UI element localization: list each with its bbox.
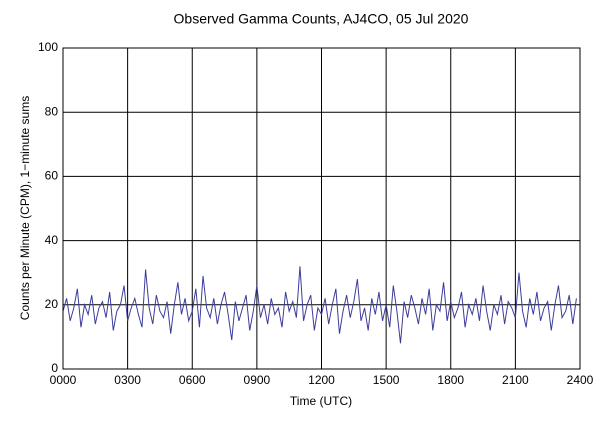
y-tick-label: 40 bbox=[45, 233, 59, 247]
y-tick-label: 80 bbox=[45, 104, 59, 118]
x-tick-label: 1500 bbox=[373, 373, 400, 387]
y-tick-label: 0 bbox=[51, 361, 58, 375]
y-axis-label: Counts per Minute (CPM), 1−minute sums bbox=[18, 96, 32, 320]
y-tick-label: 100 bbox=[38, 40, 58, 54]
x-tick-label: 0300 bbox=[114, 373, 141, 387]
plot-frame bbox=[62, 47, 581, 370]
x-axis-label: Time (UTC) bbox=[290, 394, 352, 408]
x-tick-label: 0000 bbox=[50, 373, 77, 387]
data-line bbox=[62, 266, 577, 344]
x-tick-label: 2100 bbox=[502, 373, 529, 387]
x-tick-label: 1200 bbox=[308, 373, 335, 387]
x-tick-label: 1800 bbox=[437, 373, 464, 387]
x-tick-label: 0900 bbox=[244, 373, 271, 387]
y-tick-label: 60 bbox=[45, 169, 59, 183]
x-tick-label: 0600 bbox=[179, 373, 206, 387]
chart-title: Observed Gamma Counts, AJ4CO, 05 Jul 202… bbox=[174, 11, 469, 27]
y-tick-label: 20 bbox=[45, 297, 59, 311]
x-tick-label: 2400 bbox=[567, 373, 594, 387]
